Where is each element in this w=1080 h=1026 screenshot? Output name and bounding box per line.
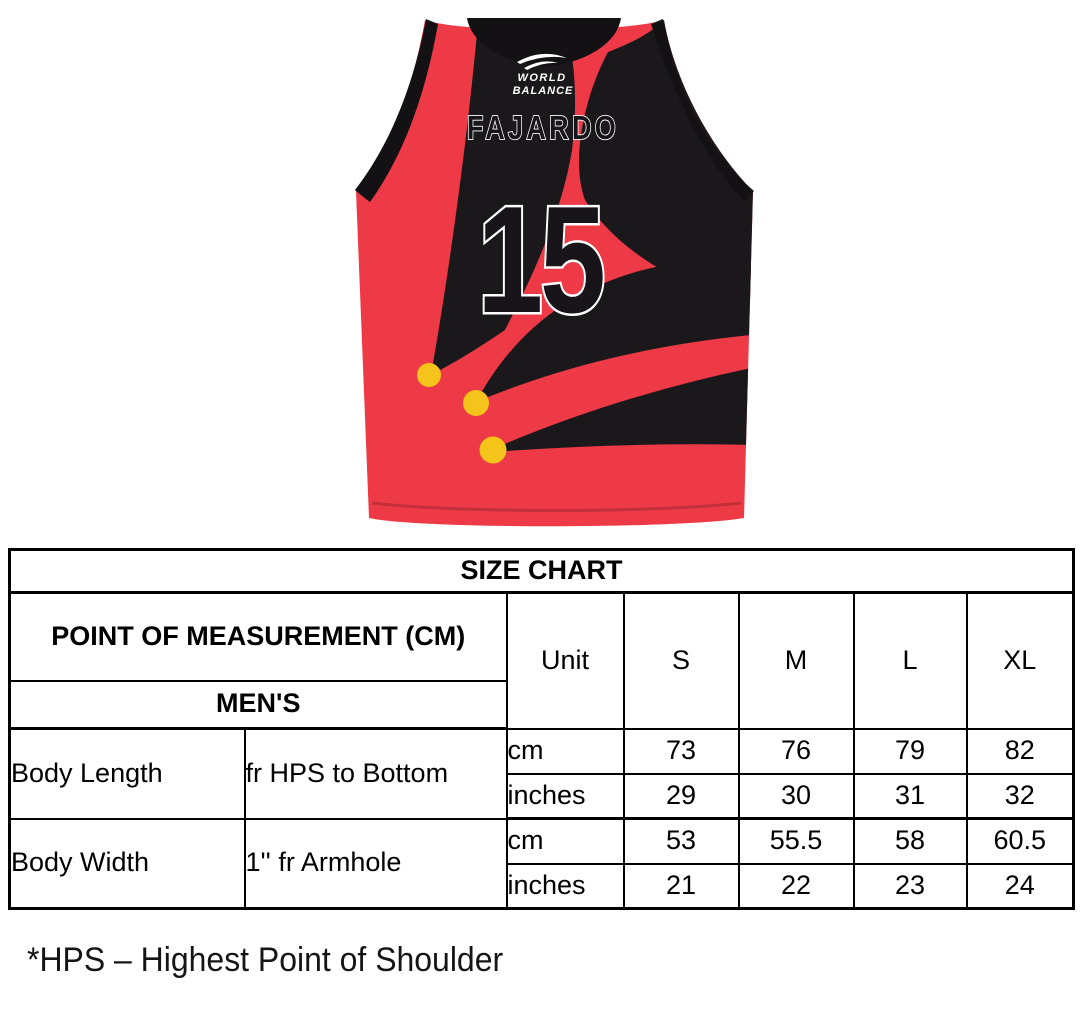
size-value-cell: 82 — [965, 727, 1075, 775]
size-value-cell: 79 — [852, 727, 968, 775]
size-value-cell: 76 — [737, 727, 855, 775]
unit-column-header: Unit — [505, 591, 625, 730]
right-armhole-trim — [651, 19, 754, 201]
size-value-cell: 60.5 — [965, 817, 1075, 865]
measurement-name: Body Length — [8, 727, 246, 820]
left-armhole-trim — [355, 19, 438, 202]
size-value-cell: 73 — [622, 727, 740, 775]
unit-label: inches — [505, 862, 625, 910]
collar — [467, 18, 621, 67]
measurement-description: 1'' fr Armhole — [243, 817, 508, 910]
size-chart-title: SIZE CHART — [8, 548, 1075, 594]
yellow-dot-2 — [463, 390, 489, 416]
size-value-cell: 24 — [965, 862, 1075, 910]
size-header-m: M — [737, 591, 855, 730]
brand-name-line1: WORLD — [517, 72, 566, 84]
size-value-cell: 23 — [852, 862, 968, 910]
yellow-dot-1 — [417, 363, 441, 387]
hem-stitch-line — [371, 501, 742, 512]
category-header-mens: MEN'S — [8, 679, 508, 730]
player-number: 15 — [477, 175, 603, 344]
jersey-sash-stripe — [431, 22, 576, 375]
size-header-s: S — [622, 591, 740, 730]
size-header-l: L — [852, 591, 968, 730]
yellow-dot-3 — [479, 436, 507, 464]
size-value-cell: 32 — [965, 772, 1075, 820]
unit-label: inches — [505, 772, 625, 820]
measurement-name: Body Width — [8, 817, 246, 910]
player-name: FAJARDO — [467, 111, 619, 147]
size-header-xl: XL — [965, 591, 1075, 730]
size-value-cell: 53 — [622, 817, 740, 865]
jersey-illustration: WORLD BALANCE FAJARDO 15 — [355, 18, 754, 527]
hps-footnote: *HPS – Highest Point of Shoulder — [27, 941, 504, 979]
measurement-header: POINT OF MEASUREMENT (CM) — [8, 591, 508, 682]
unit-label: cm — [505, 727, 625, 775]
brand-name-line2: BALANCE — [513, 85, 574, 97]
jersey-right-chest-panel — [578, 20, 753, 302]
size-value-cell: 58 — [852, 817, 968, 865]
size-value-cell: 30 — [737, 772, 855, 820]
size-chart-table: SIZE CHART POINT OF MEASUREMENT (CM) Uni… — [8, 548, 1076, 910]
size-chart-section: SIZE CHART POINT OF MEASUREMENT (CM) Uni… — [8, 548, 1076, 910]
size-value-cell: 21 — [622, 862, 740, 910]
jersey-image: WORLD BALANCE FAJARDO 15 — [355, 18, 754, 527]
unit-label: cm — [505, 817, 625, 865]
size-value-cell: 55.5 — [737, 817, 855, 865]
measurement-description: fr HPS to Bottom — [243, 727, 508, 820]
swoosh-icon — [517, 53, 567, 64]
swoosh-icon-small — [524, 61, 558, 70]
size-value-cell: 22 — [737, 862, 855, 910]
jersey-ray-middle — [476, 257, 751, 402]
jersey-ray-bottom — [493, 368, 751, 452]
size-value-cell: 31 — [852, 772, 968, 820]
size-value-cell: 29 — [622, 772, 740, 820]
world-balance-logo: WORLD BALANCE — [513, 53, 574, 97]
